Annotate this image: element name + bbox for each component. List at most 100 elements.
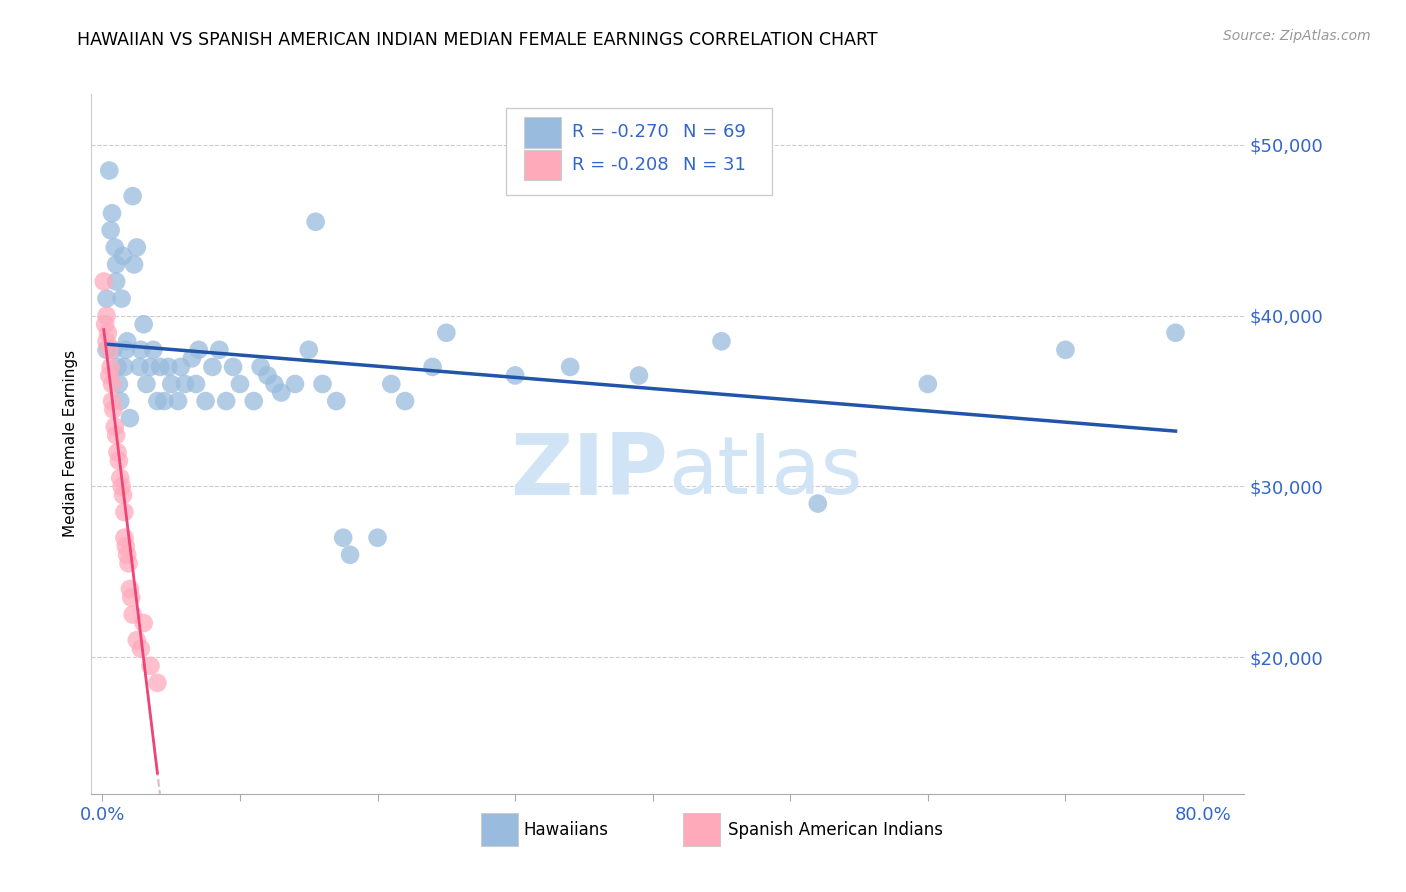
Point [325, 394, 347, 409]
Point [115, 548, 138, 562]
Point [111, 479, 134, 493]
Y-axis label: Median Female Earnings: Median Female Earnings [62, 351, 77, 537]
Text: R = -0.270: R = -0.270 [572, 123, 669, 141]
Point [256, 368, 278, 383]
Text: Source: ZipAtlas.com: Source: ZipAtlas.com [1223, 29, 1371, 43]
Point [105, 275, 128, 289]
Point [394, 394, 416, 409]
Point [157, 359, 180, 374]
Point [201, 359, 224, 374]
Point [103, 343, 125, 357]
Point [121, 607, 143, 622]
Point [132, 317, 155, 331]
Point [339, 548, 361, 562]
Point [174, 376, 197, 391]
Point [146, 394, 169, 409]
Point [149, 359, 172, 374]
Point [304, 215, 326, 229]
Point [112, 359, 135, 374]
Point [208, 343, 231, 357]
FancyBboxPatch shape [523, 150, 561, 180]
Point [98, 368, 121, 383]
Point [121, 189, 143, 203]
Point [107, 445, 129, 459]
Point [627, 368, 650, 383]
Text: N = 31: N = 31 [683, 156, 745, 174]
FancyBboxPatch shape [506, 108, 772, 195]
Point [807, 497, 830, 511]
Point [170, 359, 193, 374]
Point [97, 326, 120, 340]
Point [367, 531, 389, 545]
Point [194, 394, 217, 409]
Point [270, 385, 292, 400]
Point [180, 351, 202, 366]
Point [117, 557, 139, 571]
Point [135, 376, 157, 391]
Point [139, 359, 162, 374]
Point [101, 206, 124, 220]
Point [96, 292, 118, 306]
Point [160, 376, 183, 391]
Point [503, 368, 526, 383]
Point [132, 616, 155, 631]
Point [101, 376, 124, 391]
Text: R = -0.208: R = -0.208 [572, 156, 669, 174]
Text: HAWAIIAN VS SPANISH AMERICAN INDIAN MEDIAN FEMALE EARNINGS CORRELATION CHART: HAWAIIAN VS SPANISH AMERICAN INDIAN MEDI… [77, 31, 877, 49]
Point [98, 343, 121, 357]
Point [104, 240, 127, 254]
Point [142, 343, 165, 357]
Text: N = 69: N = 69 [683, 123, 745, 141]
Point [229, 376, 252, 391]
Point [184, 376, 207, 391]
Point [96, 309, 118, 323]
Point [263, 376, 285, 391]
Point [110, 394, 132, 409]
Point [115, 334, 138, 349]
Point [1054, 343, 1077, 357]
Text: Hawaiians: Hawaiians [523, 822, 609, 839]
Point [104, 419, 127, 434]
Point [107, 359, 129, 374]
Point [108, 454, 131, 468]
Point [103, 402, 125, 417]
Point [93, 275, 115, 289]
Point [222, 359, 245, 374]
Point [111, 292, 134, 306]
Point [118, 582, 141, 596]
Point [125, 633, 148, 648]
Point [380, 376, 402, 391]
Text: ZIP: ZIP [510, 430, 668, 513]
Point [249, 359, 271, 374]
Point [710, 334, 733, 349]
Point [125, 240, 148, 254]
Point [96, 334, 118, 349]
Point [100, 359, 122, 374]
Point [434, 326, 457, 340]
Point [118, 411, 141, 425]
FancyBboxPatch shape [523, 117, 561, 147]
Point [105, 257, 128, 271]
Point [114, 343, 136, 357]
Point [187, 343, 209, 357]
Point [120, 591, 142, 605]
Point [298, 343, 321, 357]
Point [110, 471, 132, 485]
Point [101, 394, 124, 409]
Point [100, 223, 122, 237]
Point [112, 505, 135, 519]
Point [146, 676, 169, 690]
Point [167, 394, 190, 409]
FancyBboxPatch shape [481, 814, 517, 846]
Point [153, 394, 176, 409]
Point [105, 428, 128, 442]
Point [98, 163, 121, 178]
Text: Spanish American Indians: Spanish American Indians [728, 822, 943, 839]
Point [1164, 326, 1187, 340]
Point [112, 531, 135, 545]
FancyBboxPatch shape [683, 814, 720, 846]
Point [114, 539, 136, 553]
Point [129, 641, 152, 656]
Point [311, 376, 333, 391]
Text: atlas: atlas [668, 433, 862, 511]
